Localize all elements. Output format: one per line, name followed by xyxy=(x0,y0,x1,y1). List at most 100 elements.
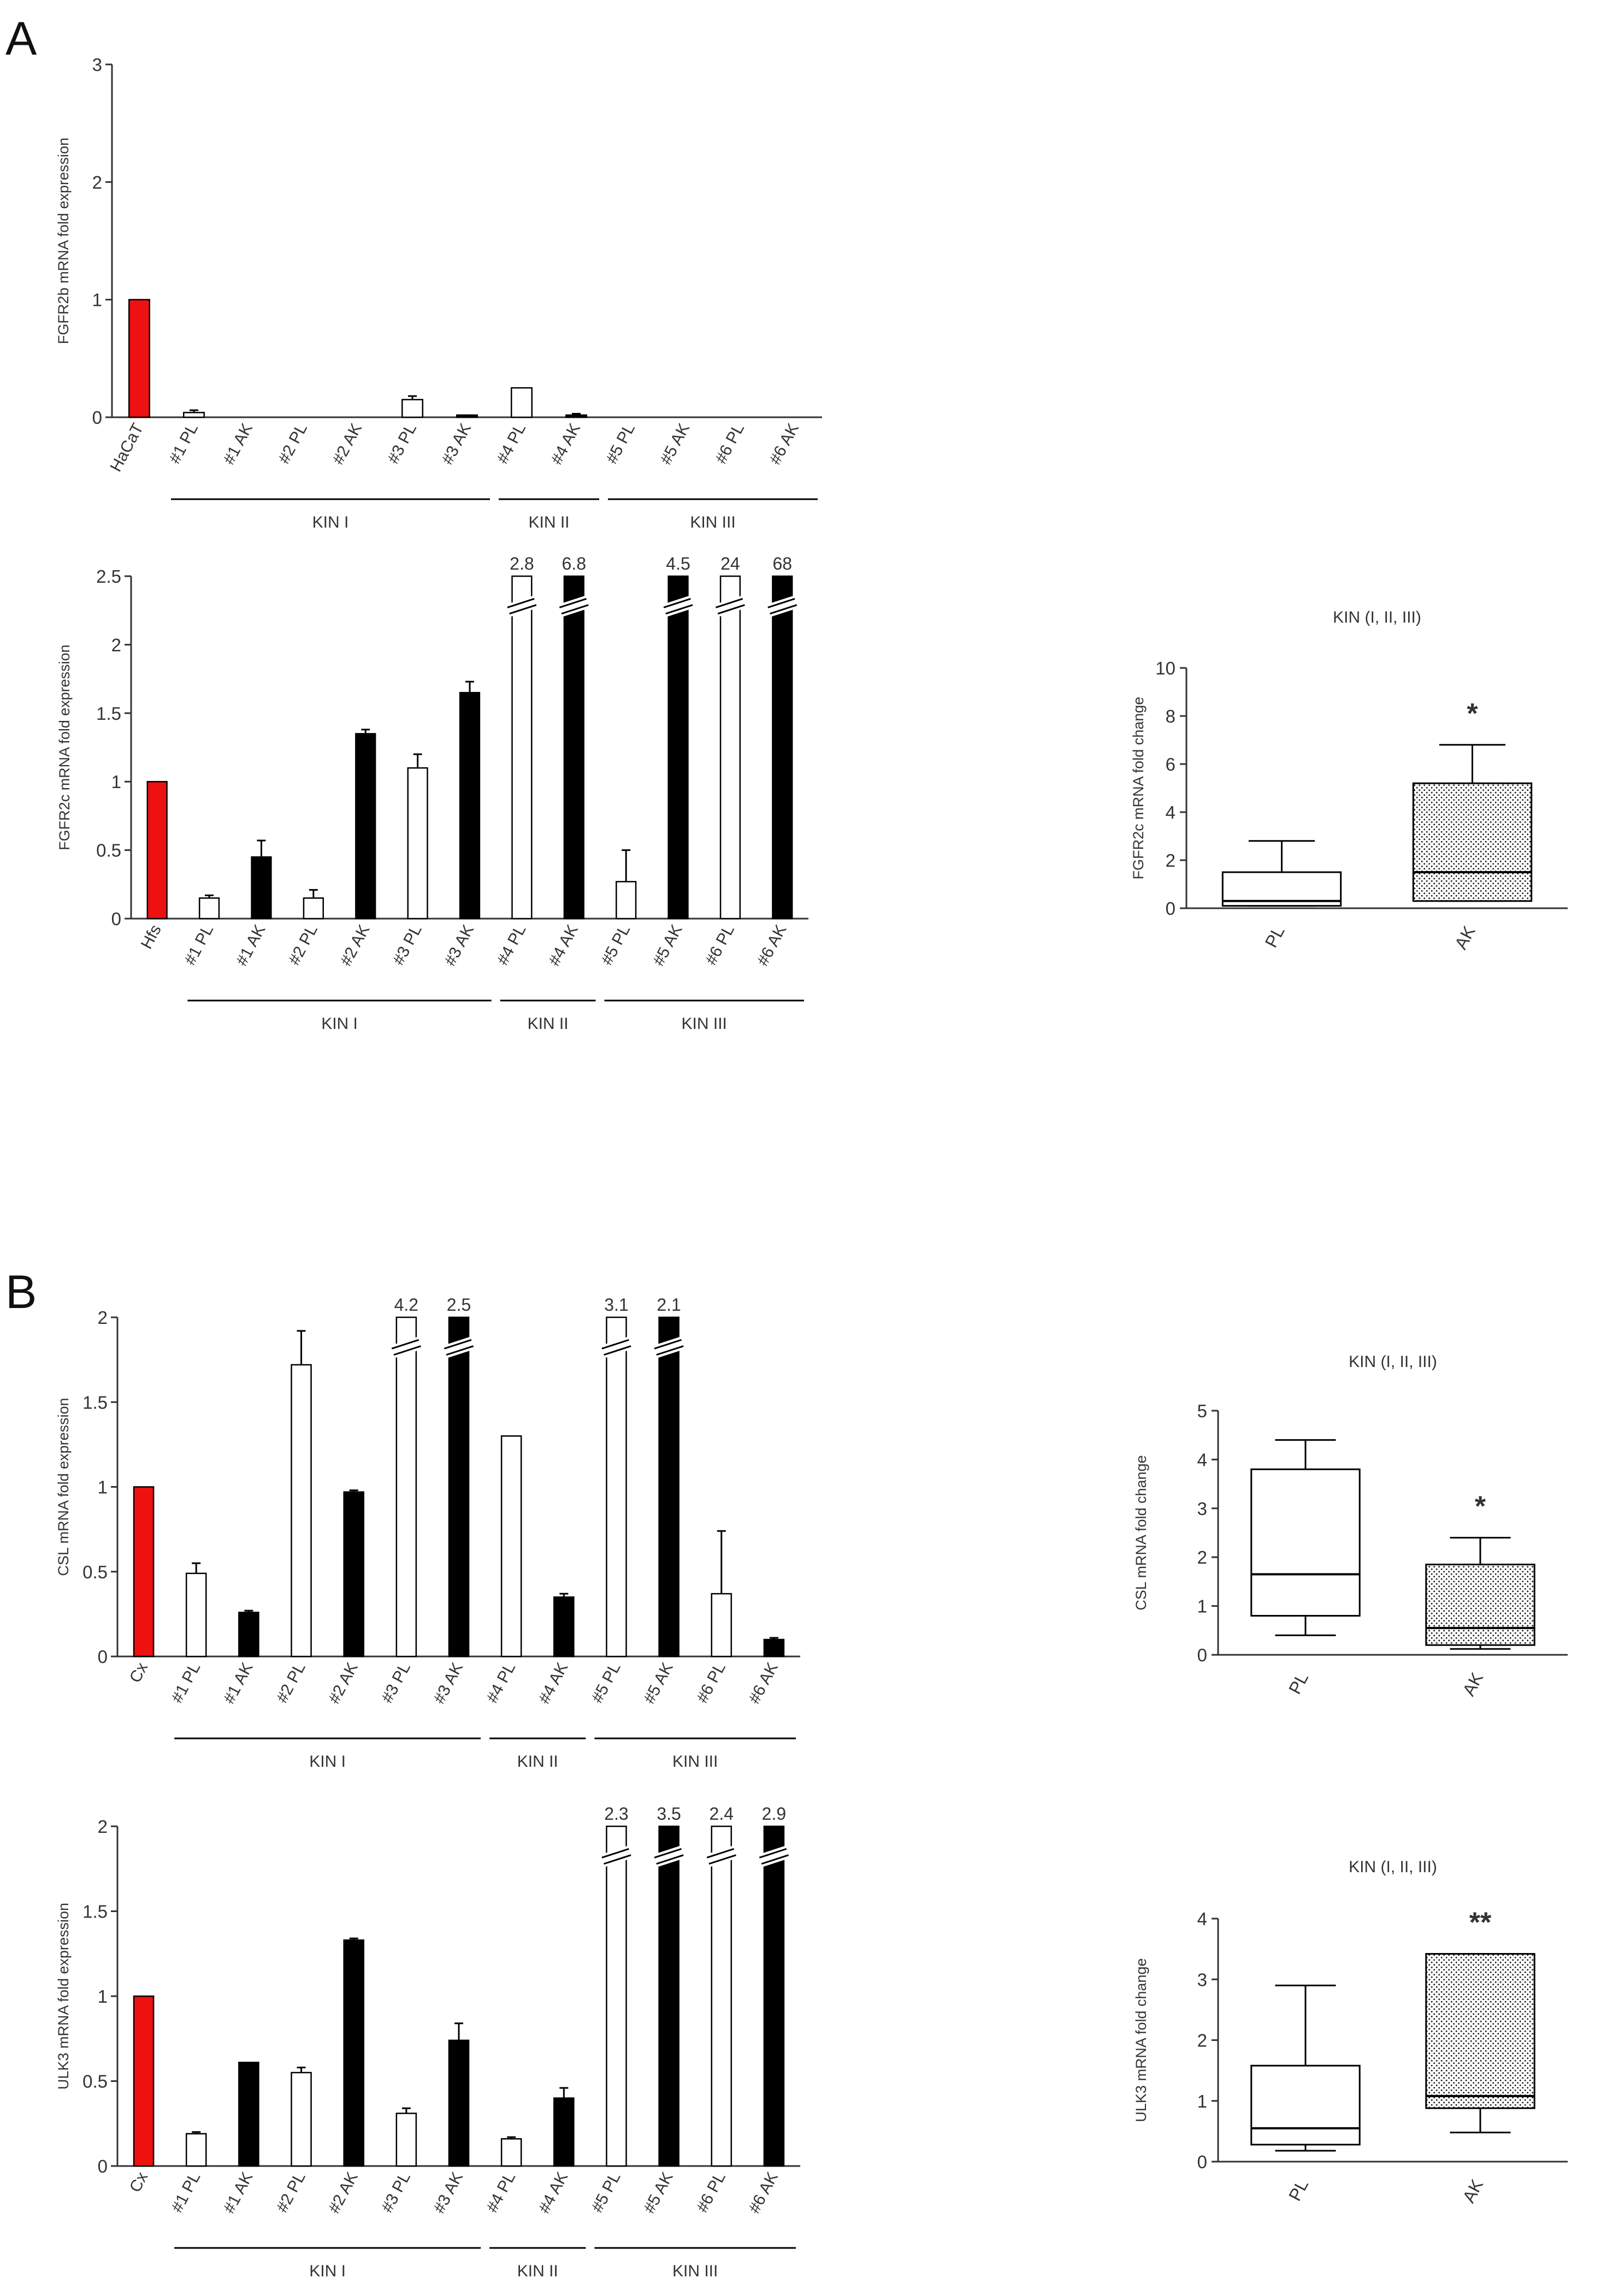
y-tick-label: 2 xyxy=(1197,2031,1207,2051)
group-label: KIN I xyxy=(312,513,349,531)
y-tick-label: 1.5 xyxy=(82,1392,108,1412)
x-tick-label: #2 PL xyxy=(273,1660,309,1706)
y-tick-label: 1 xyxy=(111,772,121,792)
axis-break-line xyxy=(391,1339,420,1350)
fgfr2c-bar-chart: 0 0.5 1 1.5 2 2.5 FGFR2c mRNA fold expression 2… xyxy=(56,554,808,1033)
bar xyxy=(185,2133,207,2167)
x-tick-label: #1 AK xyxy=(220,2169,257,2216)
y-tick-label: 2 xyxy=(111,635,121,655)
y-tick-label: 4 xyxy=(1197,1449,1207,1470)
y-tick-label: 4 xyxy=(1197,1909,1207,1929)
x-tick-label: Cx xyxy=(126,2169,151,2196)
bar xyxy=(719,575,741,920)
box xyxy=(1425,1953,1535,2109)
group-label: KIN III xyxy=(690,513,735,531)
break-value-label: 2.8 xyxy=(510,554,534,573)
bar xyxy=(448,2039,470,2167)
y-tick-label: 2.5 xyxy=(96,566,121,587)
x-tick-label: #4 PL xyxy=(493,421,529,467)
y-tick-label: 10 xyxy=(1155,658,1175,678)
y-tick-label: 3 xyxy=(1197,1499,1207,1519)
x-tick-label: #6 PL xyxy=(693,1660,729,1706)
x-tick-label: #6 AK xyxy=(766,421,802,468)
group-label: KIN I xyxy=(321,1015,358,1033)
bar xyxy=(511,387,533,418)
y-axis-label: ULK3 mRNA fold change xyxy=(1133,1958,1149,2122)
x-tick-label: #1 AK xyxy=(220,1660,257,1707)
axis-break-line xyxy=(656,1345,684,1356)
bar xyxy=(711,1825,732,2167)
break-value-label: 2.9 xyxy=(762,1804,786,1824)
bar xyxy=(606,1825,627,2167)
bar xyxy=(606,1316,627,1658)
ulk3-box-plot: KIN (I, II, III) 0 1 2 3 4 ULK3 mRNA fold chan… xyxy=(1133,1858,1568,2206)
y-tick-label: 1.5 xyxy=(82,1902,108,1922)
x-tick-label: #3 PL xyxy=(378,2169,414,2216)
group-label: KIN I xyxy=(309,1753,346,1771)
x-tick-label: Hfs xyxy=(138,922,165,952)
x-tick-label: #3 AK xyxy=(438,421,475,468)
bar xyxy=(185,1572,207,1658)
x-tick-label: #5 AK xyxy=(657,421,693,468)
y-tick-label: 2 xyxy=(92,172,102,192)
x-tick-label: #6 AK xyxy=(745,2169,782,2216)
x-tick-label: #3 PL xyxy=(384,421,420,467)
bar xyxy=(711,1593,732,1658)
x-tick-label: #1 PL xyxy=(181,922,217,968)
axis-break-line xyxy=(770,604,797,615)
bar xyxy=(459,691,481,920)
y-tick-label: 0 xyxy=(111,909,121,929)
y-tick-label: 0 xyxy=(1166,898,1175,919)
x-tick-label: #5 AK xyxy=(640,1660,677,1707)
fgfr2c-box-plot: KIN (I, II, III) 0 2 4 6 8 10 FGFR2c mRNA fold … xyxy=(1130,608,1568,952)
x-tick-label: #5 PL xyxy=(588,1660,624,1706)
break-value-label: 4.2 xyxy=(394,1295,418,1315)
x-tick-label: PL xyxy=(1285,1669,1312,1697)
x-tick-label: #3 PL xyxy=(378,1660,414,1706)
bar xyxy=(772,575,793,920)
box xyxy=(1250,1468,1361,1617)
x-tick-label: HaCaT xyxy=(107,421,147,475)
panel-label-b: B xyxy=(5,1266,37,1318)
y-tick-label: 1 xyxy=(1197,1596,1207,1617)
bar xyxy=(500,1435,522,1658)
axis-break-line xyxy=(663,597,691,608)
x-tick-label: #5 AK xyxy=(640,2169,677,2216)
significance-marker: * xyxy=(1467,698,1478,730)
axis-break-line xyxy=(761,1854,789,1865)
y-tick-label: 0.5 xyxy=(96,841,121,861)
group-label: KIN II xyxy=(517,2262,558,2280)
x-tick-label: #6 AK xyxy=(745,1660,782,1707)
bar xyxy=(763,1825,785,2167)
axis-break-line xyxy=(601,1339,629,1350)
axis-break-line xyxy=(656,1854,684,1865)
bar xyxy=(343,1491,364,1658)
y-tick-label: 2 xyxy=(1197,1547,1207,1567)
x-tick-label: #3 AK xyxy=(441,922,477,969)
y-axis-label: FGFR2c mRNA fold change xyxy=(1130,697,1147,880)
bar xyxy=(133,1995,155,2167)
x-tick-label: #1 PL xyxy=(168,2169,204,2216)
bar xyxy=(401,399,423,418)
chart-title: KIN (I, II, III) xyxy=(1349,1353,1437,1371)
x-tick-label: #4 PL xyxy=(483,2169,519,2216)
x-tick-label: #6 PL xyxy=(702,922,738,968)
bar xyxy=(343,1939,364,2167)
x-tick-label: #5 PL xyxy=(588,2169,624,2216)
break-value-label: 2.4 xyxy=(710,1804,734,1824)
y-tick-label: 1 xyxy=(98,1477,108,1498)
x-tick-label: #2 AK xyxy=(325,1660,362,1707)
group-label: KIN III xyxy=(682,1015,727,1033)
group-label: KIN II xyxy=(517,1753,558,1771)
x-tick-label: #4 AK xyxy=(545,922,582,969)
x-tick-label: AK xyxy=(1451,922,1479,952)
break-value-label: 3.5 xyxy=(657,1804,681,1824)
x-tick-label: #3 AK xyxy=(430,1660,466,1707)
bar xyxy=(553,1596,575,1658)
x-tick-label: #3 PL xyxy=(389,922,426,968)
axis-break-line xyxy=(665,604,693,615)
x-tick-label: #4 AK xyxy=(535,2169,572,2216)
x-tick-label: PL xyxy=(1261,922,1289,950)
bar xyxy=(291,1364,312,1658)
bar xyxy=(616,881,637,920)
